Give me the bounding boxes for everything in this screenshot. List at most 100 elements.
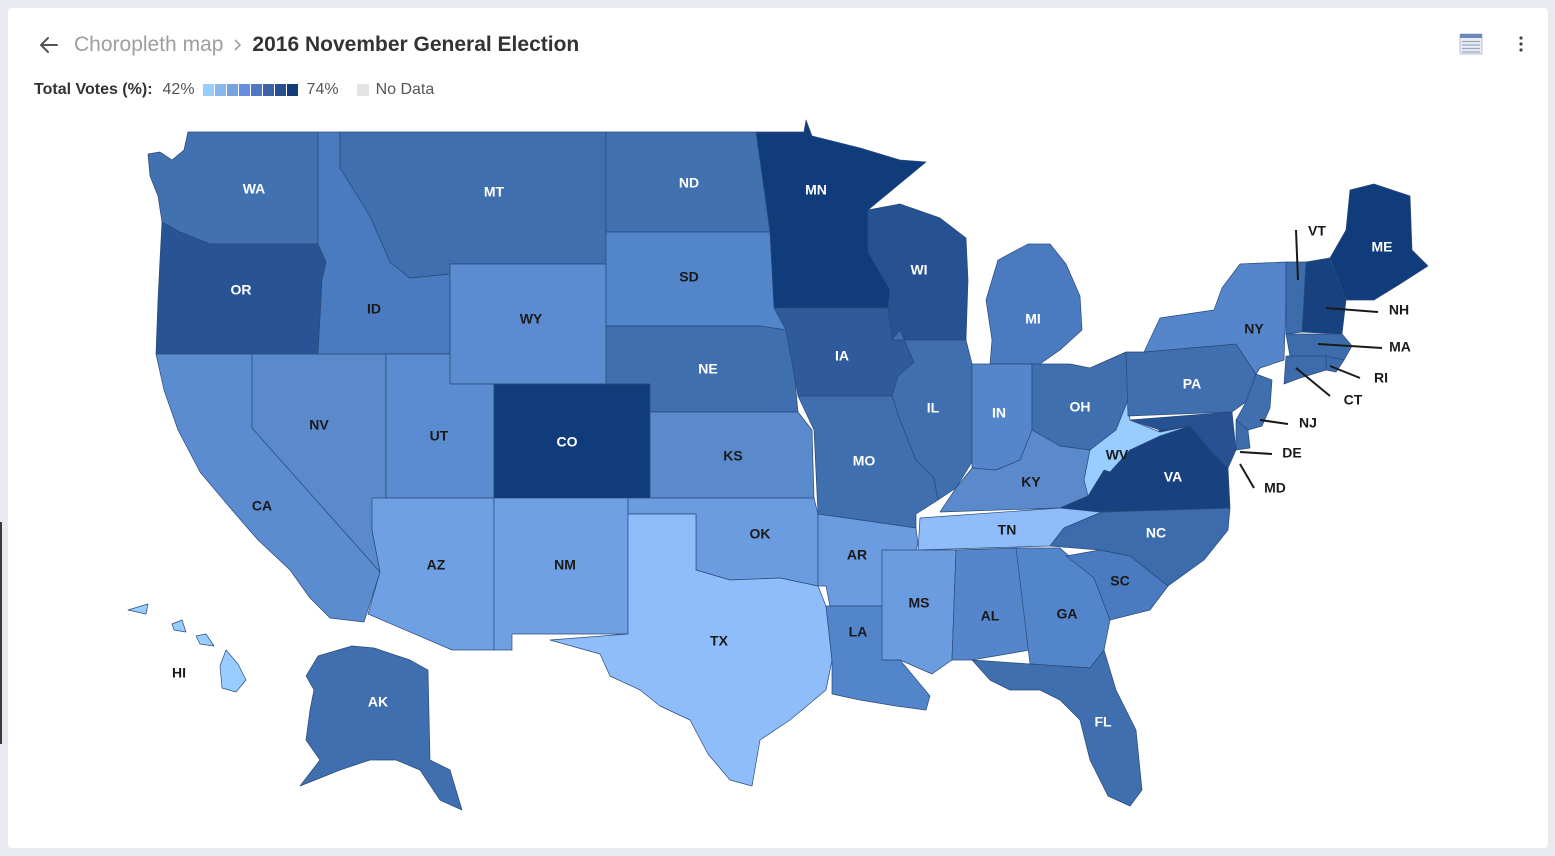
state-ks[interactable] [649,411,815,499]
state-label: VT [1308,223,1326,239]
label-leader-line [1329,365,1361,379]
state-label: WY [520,311,543,327]
state-label: TX [710,633,729,649]
state-md[interactable] [1129,411,1237,469]
no-data-label: No Data [375,81,435,98]
legend-max-label: 74% [306,81,339,98]
state-label: AK [368,694,388,710]
state-label: RI [1374,370,1388,386]
state-label: AL [981,608,1000,624]
state-label: HI [172,665,186,681]
state-nc[interactable] [1049,507,1231,587]
state-label: MS [909,595,930,611]
state-label: CO [557,434,578,450]
state-label: OK [750,526,771,542]
state-ak[interactable] [299,645,463,811]
legend-title: Total Votes (%): [34,81,153,98]
legend-min-label: 42% [162,81,195,98]
state-label: AZ [427,557,446,573]
state-label: NH [1389,302,1409,318]
state-wa[interactable] [147,131,319,245]
state-label: PA [1183,376,1201,392]
state-label: ID [367,301,381,317]
header: Choropleth map 2016 November General Ele… [36,28,579,62]
state-ma[interactable] [1285,333,1353,361]
state-label: MD [1264,480,1286,496]
legend-swatch [214,84,226,96]
label-leader-line [1295,229,1299,281]
state-tx[interactable] [549,513,833,787]
state-label: NE [698,361,717,377]
state-ct[interactable] [1283,355,1327,385]
chevron-right-icon [233,39,242,51]
state-mi[interactable] [985,243,1083,365]
state-label: NV [309,417,329,433]
state-label: MO [853,453,876,469]
state-label: ME [1372,239,1393,255]
legend: Total Votes (%): 42% 74% No Data [34,81,434,99]
table-icon[interactable] [1459,32,1483,56]
back-button[interactable] [36,32,62,58]
state-de[interactable] [1235,419,1251,451]
state-label: NC [1146,525,1166,541]
state-label: CT [1344,392,1363,408]
state-label: NM [554,557,576,573]
state-nm[interactable] [493,497,629,651]
state-label: MT [484,184,505,200]
state-ms[interactable] [881,549,957,675]
state-label: OR [231,282,252,298]
legend-swatch [286,84,298,96]
more-vertical-icon[interactable] [1517,32,1525,56]
state-label: NY [1244,321,1264,337]
state-az[interactable] [367,497,495,651]
state-label: IL [927,400,940,416]
toolbar [1459,32,1525,56]
state-label: WV [1106,447,1129,463]
state-label: LA [849,624,868,640]
legend-swatch [250,84,262,96]
label-leader-line [1325,307,1379,313]
legend-swatch [226,84,238,96]
state-label: FL [1094,714,1112,730]
state-label: MA [1389,339,1411,355]
label-leader-line [1239,463,1255,489]
state-label: TN [998,522,1017,538]
page-title: 2016 November General Election [252,33,580,56]
state-label: KY [1021,474,1041,490]
state-label: AR [847,547,867,563]
state-label: SD [679,269,698,285]
state-label: IA [835,348,849,364]
state-fl[interactable] [971,649,1143,807]
state-label: ND [679,175,699,191]
state-label: MN [805,182,827,198]
state-label: CA [252,498,272,514]
state-label: KS [723,448,742,464]
label-leader-line [1317,343,1383,349]
state-label: WA [243,181,266,197]
state-label: WI [910,262,927,278]
state-label: NJ [1299,415,1317,431]
state-me[interactable] [1329,183,1429,301]
state-label: MI [1025,311,1041,327]
breadcrumb-parent[interactable]: Choropleth map [74,33,224,56]
legend-swatch [274,84,286,96]
label-leader-line [1239,451,1273,455]
legend-swatch [262,84,274,96]
window-edge [0,522,2,744]
state-label: OH [1070,399,1091,415]
state-label: UT [430,428,449,444]
legend-color-ramp [202,84,299,96]
arrow-left-icon [40,37,58,53]
state-label: VA [1164,469,1182,485]
legend-swatch [238,84,250,96]
label-leader-line [1259,419,1289,425]
state-hi[interactable] [127,603,247,693]
state-label: SC [1110,573,1129,589]
legend-swatch [202,84,214,96]
label-leader-line [1295,367,1331,397]
state-ky[interactable] [939,429,1105,513]
state-label: GA [1057,606,1078,622]
state-label: DE [1282,445,1301,461]
no-data-swatch [356,84,369,96]
